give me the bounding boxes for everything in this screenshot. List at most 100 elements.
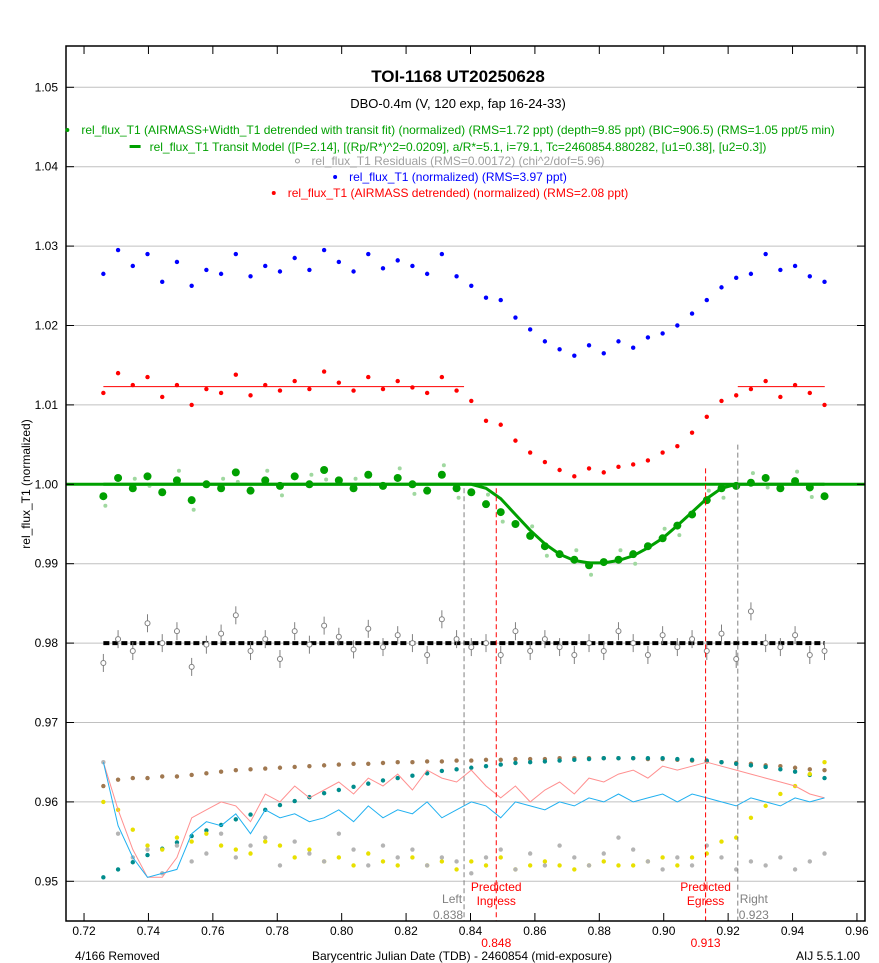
point-residuals	[586, 640, 593, 647]
point-teal	[763, 764, 768, 770]
point-airmass_detrended	[218, 390, 224, 396]
y-tick-label: 0.98	[35, 636, 59, 650]
point-normalized	[586, 343, 592, 348]
point-gray	[719, 855, 724, 860]
point-airmass_detrended	[527, 450, 533, 455]
point-detrended_fit-unbinned	[191, 507, 196, 512]
chart-title: TOI-1168 UT20250628	[371, 67, 545, 86]
point-residuals	[674, 644, 681, 651]
point-airmass_detrended	[542, 459, 548, 465]
point-normalized	[763, 251, 768, 257]
point-teal	[218, 822, 224, 828]
point-gray	[748, 859, 754, 864]
legend-entry: rel_flux_T1 (AIRMASS detrended) (normali…	[288, 186, 628, 200]
point-detrended_fit	[511, 519, 520, 528]
point-gray	[351, 847, 356, 852]
marker-label: Predicted	[471, 880, 522, 894]
point-normalized	[572, 353, 577, 358]
point-normalized	[410, 263, 415, 269]
point-teal	[292, 798, 297, 804]
point-gray	[689, 863, 695, 868]
point-detrended_fit	[290, 472, 299, 481]
point-yellow	[160, 847, 165, 852]
point-gray	[792, 867, 798, 872]
legend-dot-icon	[271, 191, 276, 195]
point-detrended_fit	[437, 470, 446, 479]
point-brown	[792, 765, 798, 770]
point-airmass_detrended	[145, 374, 150, 380]
y-tick-label: 1.04	[35, 160, 59, 174]
point-detrended_fit	[761, 473, 770, 482]
point-normalized	[704, 297, 709, 303]
marker-label: Left	[442, 892, 463, 906]
point-detrended_fit-unbinned	[456, 495, 461, 500]
point-gray	[263, 835, 268, 840]
point-yellow	[380, 859, 386, 864]
point-yellow	[189, 839, 194, 844]
point-detrended_fit-unbinned	[677, 533, 682, 538]
point-airmass_detrended	[233, 372, 239, 377]
legend-entry: rel_flux_T1 (normalized) (RMS=3.97 ppt)	[349, 170, 567, 184]
point-detrended_fit	[99, 492, 108, 501]
point-detrended_fit	[467, 488, 476, 497]
point-detrended_fit-unbinned	[279, 493, 284, 498]
point-residuals	[350, 646, 357, 653]
point-teal	[483, 763, 489, 769]
point-gray	[630, 847, 636, 852]
point-residuals	[659, 632, 666, 639]
point-airmass_detrended	[469, 398, 474, 404]
point-detrended_fit	[187, 496, 196, 505]
point-brown	[366, 761, 371, 766]
point-gray	[410, 847, 415, 852]
point-yellow	[630, 863, 636, 868]
point-yellow	[675, 863, 680, 868]
x-tick-label: 0.84	[459, 924, 483, 938]
plot-frame	[65, 45, 866, 922]
point-airmass_detrended	[366, 374, 371, 380]
point-yellow	[233, 847, 239, 852]
y-tick-label: 0.97	[35, 715, 59, 729]
point-normalized	[321, 247, 327, 253]
point-brown	[218, 769, 224, 774]
point-residuals	[306, 641, 313, 648]
point-teal	[307, 794, 312, 800]
point-yellow	[454, 867, 459, 872]
point-normalized	[778, 267, 783, 273]
point-gray	[380, 843, 386, 848]
point-brown	[395, 759, 400, 765]
point-normalized	[630, 345, 636, 350]
point-yellow	[277, 843, 283, 848]
point-airmass_detrended	[498, 422, 503, 427]
point-normalized	[204, 267, 209, 273]
legend-dash-icon	[129, 145, 141, 148]
point-detrended_fit	[393, 473, 402, 482]
point-residuals	[806, 652, 813, 659]
point-normalized	[130, 263, 135, 269]
point-residuals	[453, 636, 460, 643]
point-yellow	[616, 863, 621, 868]
legend-circle-icon	[294, 158, 300, 164]
point-gray	[174, 843, 180, 848]
point-brown	[233, 767, 239, 773]
point-gray	[424, 863, 430, 868]
point-normalized	[689, 311, 695, 316]
point-normalized	[822, 279, 827, 285]
x-tick-label: 0.92	[716, 924, 740, 938]
point-residuals	[703, 648, 710, 655]
removed-count: 4/166 Removed	[75, 949, 160, 963]
point-airmass_detrended	[513, 438, 518, 443]
point-brown	[498, 757, 503, 763]
point-normalized	[660, 331, 665, 336]
point-airmass_detrended	[454, 388, 459, 393]
point-detrended_fit-unbinned	[324, 477, 329, 482]
point-detrended_fit	[482, 500, 491, 509]
point-brown	[145, 775, 150, 781]
point-airmass_detrended	[807, 390, 813, 396]
point-airmass_detrended	[822, 402, 827, 408]
point-teal	[822, 775, 827, 781]
point-normalized	[115, 247, 121, 253]
point-brown	[174, 774, 180, 779]
point-normalized	[616, 339, 621, 344]
point-teal	[174, 840, 180, 845]
point-teal	[454, 767, 459, 772]
